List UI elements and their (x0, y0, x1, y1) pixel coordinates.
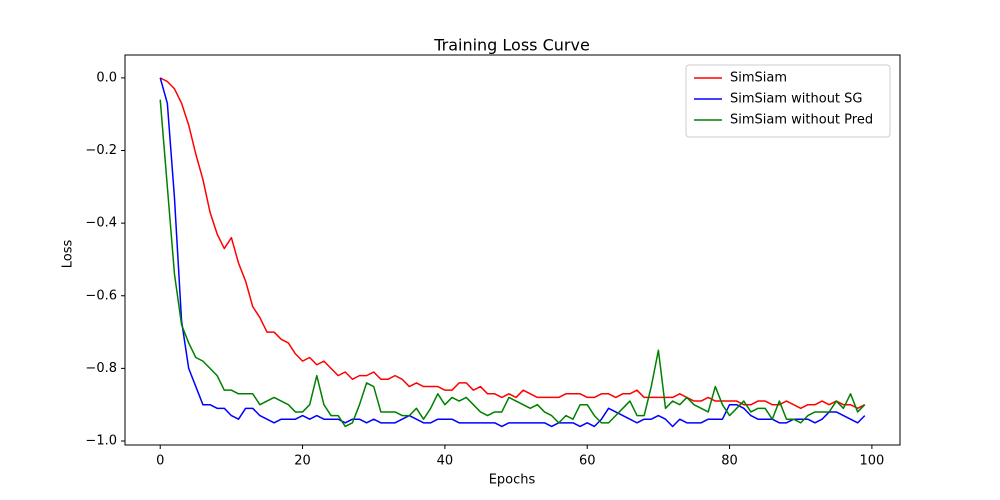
y-tick-label: −1.0 (85, 434, 117, 449)
x-tick-label: 0 (156, 454, 164, 469)
x-tick-label: 60 (579, 454, 596, 469)
series-line (159, 77, 866, 410)
x-tick-label: 40 (437, 454, 454, 469)
legend-box (685, 64, 891, 138)
y-axis-label: Loss (61, 240, 76, 269)
y-tick-label: 0.0 (96, 70, 117, 85)
y-tick-label: −0.8 (85, 361, 117, 376)
y-tick-label: −0.4 (85, 216, 117, 231)
axes-frame (124, 54, 901, 446)
legend-label: SimSiam (730, 71, 787, 86)
x-axis-label: Epochs (489, 473, 536, 488)
x-tick-label: 80 (721, 454, 738, 469)
x-tick-label: 20 (294, 454, 311, 469)
chart-title: Training Loss Curve (433, 36, 590, 55)
legend: SimSiam SimSiam without SG SimSiam without… (685, 64, 891, 138)
y-tick-label: −0.6 (85, 288, 117, 303)
y-tick-label: −0.2 (85, 143, 117, 158)
series-line (159, 99, 866, 428)
legend-label: SimSiam without SG (730, 92, 862, 107)
series-line (159, 77, 866, 428)
legend-label: SimSiam without Pred (730, 113, 873, 128)
x-tick-label: 100 (859, 454, 884, 469)
